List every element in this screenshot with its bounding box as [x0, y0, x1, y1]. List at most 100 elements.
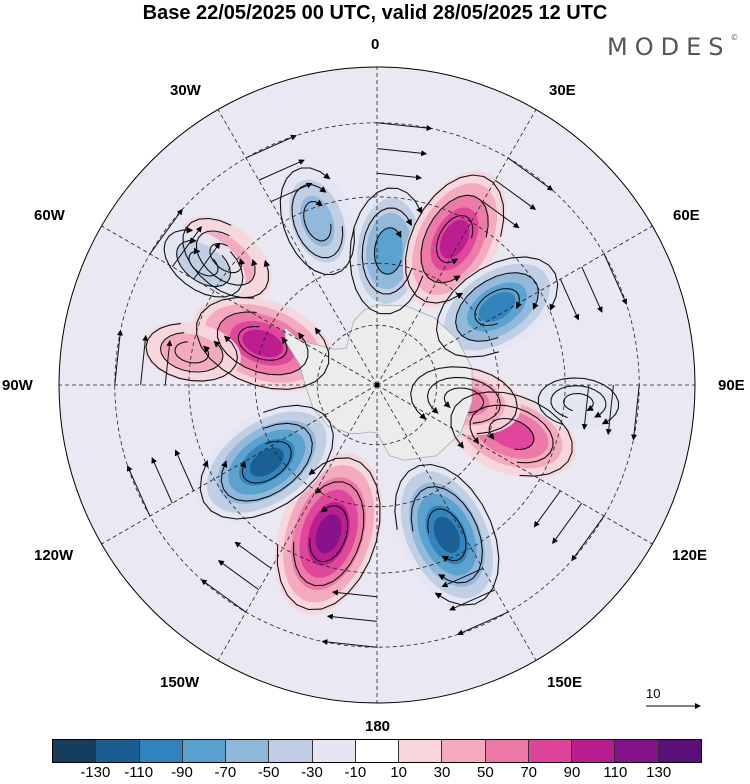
lon-label-180: 180: [365, 718, 391, 735]
streamline: [507, 157, 554, 191]
lon-label-120e: 120E: [672, 547, 708, 564]
streamline: [195, 230, 258, 286]
streamline: [494, 179, 537, 210]
streamline: [159, 332, 224, 373]
meridian-line: [376, 384, 653, 545]
streamline: [427, 508, 467, 562]
colorbar-swatch: [355, 740, 400, 762]
colorbar-ticks: -130 -110 -90 -70 -50 -30 -10 10 30 50 70 90 110 130: [52, 764, 702, 784]
parallel-circle: [114, 122, 640, 648]
parallel-circle: [188, 196, 566, 574]
anomaly-contour: [315, 514, 342, 554]
streamline: [426, 376, 501, 424]
colorbar-tick-label: -30: [301, 764, 323, 781]
streamline: [394, 463, 500, 606]
streamline: [171, 225, 202, 268]
colorbar-tick-label: -10: [344, 764, 367, 781]
reference-vector-value: 10: [646, 686, 661, 701]
streamline: [581, 384, 590, 431]
streamline: [182, 217, 271, 299]
streamline: [563, 392, 594, 412]
streamline: [420, 194, 489, 284]
meridian-line: [217, 384, 378, 661]
streamline: [474, 288, 522, 327]
streamline: [581, 266, 603, 313]
meridian-line: [101, 225, 378, 386]
streamline: [457, 611, 509, 636]
streamline: [449, 589, 496, 611]
streamline: [435, 256, 559, 358]
streamline: [196, 296, 330, 390]
colorbar-swatch: [485, 740, 529, 762]
streamline: [188, 247, 219, 277]
lon-label-120w: 120W: [34, 547, 74, 564]
colorbar-tick-label: -130: [80, 764, 111, 781]
colorbar-tick-label: 50: [476, 764, 494, 781]
lon-label-60e: 60E: [673, 207, 700, 224]
streamline: [149, 208, 183, 255]
anomaly-contour: [249, 447, 284, 477]
colorbar-swatch: [139, 740, 183, 762]
parallel-circle: [254, 262, 500, 508]
streamline: [217, 560, 260, 591]
streamline: [303, 199, 332, 242]
lon-label-30e: 30E: [549, 82, 576, 99]
colorbar-swatch: [528, 740, 573, 762]
colorbar-swatch: [53, 740, 97, 762]
lon-label-150e: 150E: [547, 674, 583, 691]
streamline: [239, 440, 292, 484]
streamline: [605, 384, 614, 436]
colorbar-tick-label: -50: [257, 764, 280, 781]
colorbar-swatch: [269, 740, 313, 762]
colorbar-tick-label: 70: [520, 764, 537, 781]
streamline: [145, 323, 239, 382]
meridian-line: [376, 384, 537, 661]
streamline: [559, 278, 580, 321]
graticule: [59, 67, 695, 703]
parallel-circle: [316, 324, 438, 446]
colorbar-swatch: [658, 740, 701, 762]
colorbar-tick-label: -70: [214, 764, 237, 781]
streamline: [482, 201, 520, 229]
streamline: [450, 391, 573, 477]
colorbar-tick-label: 10: [390, 764, 407, 781]
streamline: [193, 242, 221, 280]
streamline: [550, 385, 607, 419]
streamline: [291, 184, 344, 259]
meridian-line: [376, 225, 653, 386]
streamline: [321, 639, 378, 648]
anomaly-contour: [433, 516, 461, 553]
streamline: [237, 325, 289, 361]
streamline: [174, 449, 195, 492]
colorbar-swatch: [182, 740, 227, 762]
colorbar-tick-label: 130: [646, 764, 672, 781]
lon-label-0: 0: [371, 36, 380, 53]
colorbar-tick-label: 110: [603, 764, 628, 781]
streamline: [405, 174, 505, 304]
streamline: [276, 457, 381, 611]
streamline: [270, 182, 313, 203]
streamline: [216, 311, 309, 376]
streamline: [174, 341, 211, 364]
colorbar: [52, 739, 702, 763]
colorbar-swatch: [96, 740, 140, 762]
streamline: [140, 334, 149, 386]
colorbar-swatch: [312, 740, 356, 762]
anomaly-contour: [439, 219, 470, 259]
wind-streamlines: [114, 122, 640, 648]
colorbar-swatch: [226, 740, 270, 762]
streamline: [279, 167, 355, 275]
colorbar-tick-label: 90: [563, 764, 581, 781]
streamline: [469, 404, 554, 464]
streamline: [373, 227, 402, 275]
streamline: [258, 159, 305, 181]
copyright-mark: ©: [730, 33, 739, 42]
anomaly-contour: [478, 291, 516, 323]
streamline: [114, 329, 123, 386]
anomaly-contour: [300, 195, 335, 247]
map-boundary: [58, 66, 696, 704]
streamline: [220, 422, 313, 502]
lon-label-90e: 90E: [718, 377, 745, 394]
streamline: [571, 515, 605, 562]
colorbar-swatch: [615, 740, 659, 762]
